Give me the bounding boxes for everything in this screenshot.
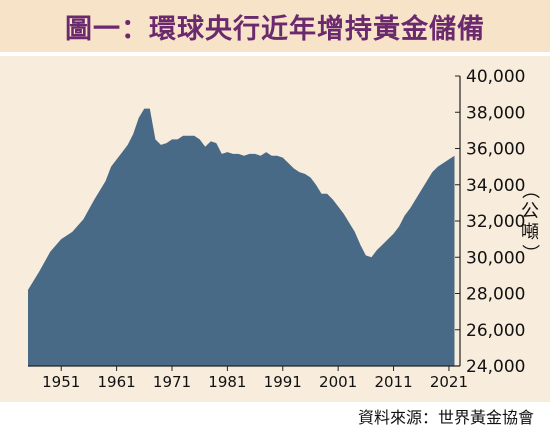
y-tick-label: 40,000 <box>466 67 525 87</box>
source-note: 資料來源：世界黃金協會 <box>357 408 534 427</box>
y-axis-unit-glyph: ） <box>519 244 540 262</box>
y-axis-unit-glyph: （ <box>519 181 540 199</box>
x-tick-label: 2011 <box>374 373 412 391</box>
y-tick-label: 26,000 <box>466 321 525 341</box>
gold-reserves-area <box>28 108 455 366</box>
x-tick-label: 1961 <box>98 373 136 391</box>
chart-title: 圖一：環球央行近年增持黃金儲備 <box>65 13 485 45</box>
title-bar: 圖一：環球央行近年增持黃金儲備 <box>0 0 550 52</box>
y-axis-unit-glyph: 噸 <box>521 222 539 243</box>
y-tick-label: 38,000 <box>466 103 525 123</box>
y-tick-label: 30,000 <box>466 248 525 268</box>
y-tick-label: 24,000 <box>466 357 525 377</box>
x-tick-label: 2021 <box>430 373 468 391</box>
x-tick-label: 2001 <box>319 373 357 391</box>
x-tick-label: 1951 <box>42 373 80 391</box>
x-tick-label: 1971 <box>153 373 191 391</box>
x-tick-label: 1991 <box>264 373 302 391</box>
x-tick-label: 1981 <box>208 373 246 391</box>
y-tick-label: 34,000 <box>466 176 525 196</box>
y-tick-label: 36,000 <box>466 140 525 160</box>
y-tick-label: 32,000 <box>466 212 525 232</box>
y-axis-unit-glyph: 公 <box>521 201 539 222</box>
y-tick-label: 28,000 <box>466 285 525 305</box>
